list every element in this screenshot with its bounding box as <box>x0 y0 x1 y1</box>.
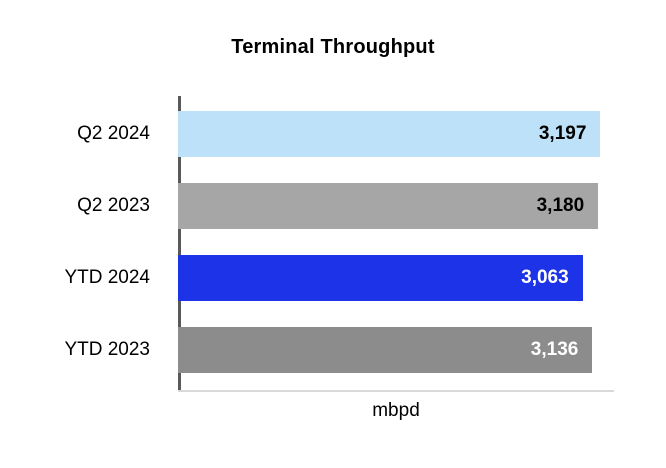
bar-value-label: 3,063 <box>521 267 569 288</box>
bar-rows: Q2 2024 3,197 Q2 2023 3,180 YTD 2024 <box>0 102 614 382</box>
x-axis-line <box>178 390 614 392</box>
y-axis-line <box>178 96 181 392</box>
chart-title: Terminal Throughput <box>231 36 435 58</box>
bar-track: 3,197 <box>178 111 614 157</box>
category-label: Q2 2023 <box>77 195 150 216</box>
bar-value-label: 3,180 <box>536 195 585 216</box>
bar: 3,136 <box>178 327 593 373</box>
plot-area: Q2 2024 3,197 Q2 2023 3,180 YTD 2024 <box>0 96 666 392</box>
bar-track: 3,180 <box>178 183 614 229</box>
bar-track: 3,063 <box>178 255 614 301</box>
x-axis-title: mbpd <box>372 400 420 421</box>
category-label: YTD 2024 <box>64 267 150 288</box>
bar-row: YTD 2023 3,136 <box>0 318 614 382</box>
bar: 3,063 <box>178 255 583 301</box>
bar-row: YTD 2024 3,063 <box>0 246 614 310</box>
category-label: YTD 2023 <box>64 339 150 360</box>
bar-row: Q2 2023 3,180 <box>0 174 614 238</box>
bar: 3,197 <box>178 111 601 157</box>
bar-value-label: 3,197 <box>538 123 587 144</box>
bar-row: Q2 2024 3,197 <box>0 102 614 166</box>
bar-track: 3,136 <box>178 327 614 373</box>
bar: 3,180 <box>178 183 599 229</box>
category-label: Q2 2024 <box>77 123 150 144</box>
bar-value-label: 3,136 <box>530 339 579 360</box>
